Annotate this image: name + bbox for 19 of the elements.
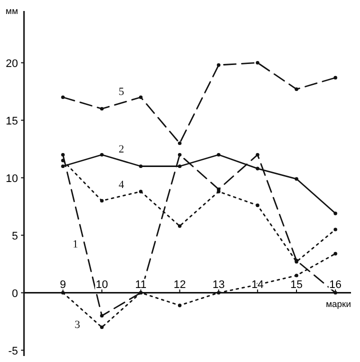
y-tick-label: 15 [6,115,18,128]
x-axis-title: марки [326,298,351,309]
x-tick-label: 15 [290,278,303,291]
x-tick-label: 13 [212,278,225,291]
x-tick-label: 16 [329,278,342,291]
x-tick-label: 12 [174,278,186,291]
series-label: 4 [118,179,125,192]
series-label: 5 [118,86,125,98]
y-axis-title: мм [6,6,18,16]
series-label: 3 [74,319,81,331]
y-tick-label: 5 [12,230,18,242]
y-tick-label: 20 [6,58,18,70]
y-tick-label: 0 [12,288,18,300]
y-tick-label: 10 [6,172,18,185]
x-tick-label: 9 [60,278,66,291]
series-label: 2 [118,144,124,156]
series-label: 1 [72,238,78,250]
y-tick-label: -5 [8,345,18,358]
x-tick-label: 10 [96,278,108,291]
